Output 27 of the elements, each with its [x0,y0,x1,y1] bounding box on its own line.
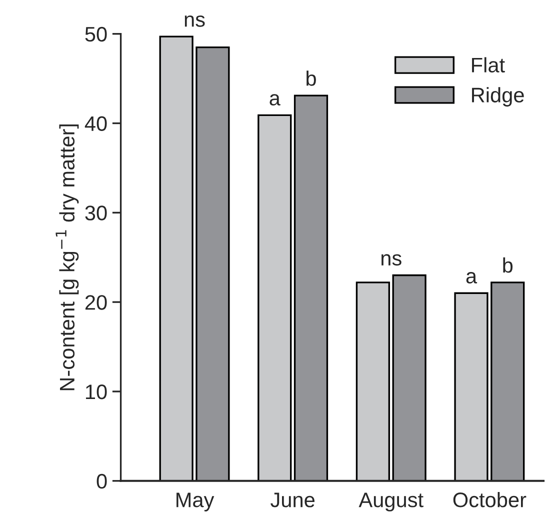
bar [454,292,488,481]
y-tick-label: 20 [85,295,107,310]
x-tick-label: October [453,492,526,508]
x-tick-label: August [358,492,424,512]
bar [490,282,525,481]
legend-label: Flat [472,57,505,72]
y-tick-label: 40 [84,116,107,132]
data-label: a [270,94,280,106]
y-tick-label: 50 [85,26,107,42]
y-tick-label: 10 [86,384,107,400]
data-label: a [466,272,478,284]
bar [196,46,230,481]
bar [392,274,426,481]
data-label: b [503,257,513,273]
y-tick-label: 30 [85,206,107,220]
annotation: ns [184,15,205,27]
legend-label: Ridge [472,87,524,107]
annotation: ns [382,254,402,266]
bar [159,36,194,481]
x-tick-label: May [176,492,214,512]
data-label: b [306,70,316,86]
bar [294,94,328,481]
y-axis-title: N-content [g kg$^{−1}$ dry matter] [56,124,79,390]
bar [356,282,390,481]
bar [258,114,292,481]
y-tick-label: 0 [96,474,107,489]
x-tick-label: June [270,492,314,508]
